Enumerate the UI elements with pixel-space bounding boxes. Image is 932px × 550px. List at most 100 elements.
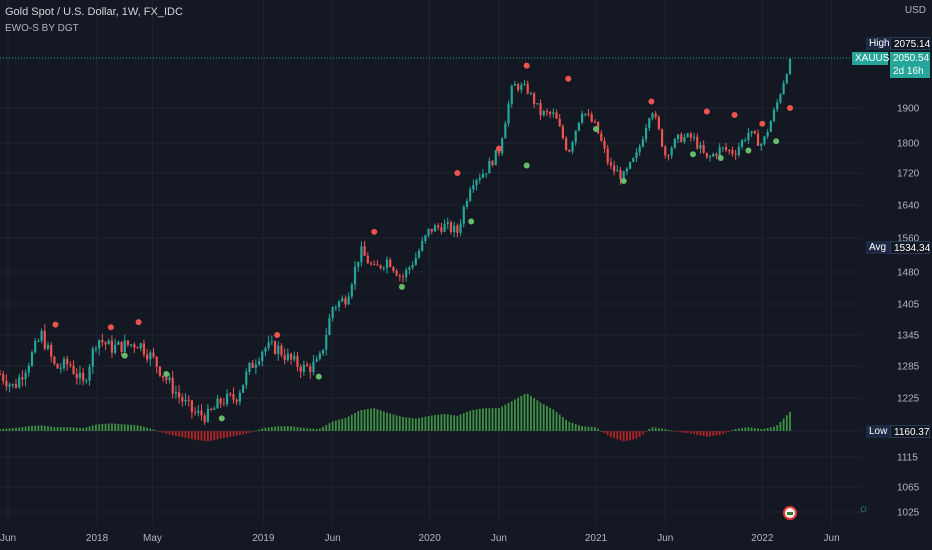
candle [443, 223, 446, 232]
y-tick-label: 1115 [897, 453, 918, 464]
candle [724, 147, 728, 151]
candle [162, 375, 165, 378]
osc-bar [130, 424, 133, 431]
osc-bar [222, 431, 225, 439]
candle [529, 93, 533, 95]
theme-toggle-icon[interactable]: ☼ [858, 501, 869, 515]
candle [769, 121, 772, 133]
candle [165, 377, 168, 381]
osc-bar [446, 414, 449, 431]
osc-bar [101, 423, 104, 431]
osc-bar [366, 409, 369, 431]
osc-bar [673, 431, 676, 432]
osc-bar [603, 431, 606, 434]
axis: 1025 1065 1115 1225 1285 1345 1405 1480 1560 1640… [0, 104, 920, 545]
candle [136, 347, 139, 349]
osc-bar [645, 431, 647, 432]
candle [785, 74, 788, 84]
osc-bar [254, 430, 257, 432]
candle [632, 158, 635, 162]
candle [299, 366, 302, 372]
osc-bar [705, 431, 708, 437]
candle [21, 377, 24, 380]
osc-bar [427, 416, 430, 431]
osc-bar [270, 426, 273, 431]
flag-icon[interactable] [783, 506, 797, 520]
candle [190, 400, 194, 412]
candle [78, 372, 82, 379]
candle [219, 398, 222, 404]
candle [756, 133, 760, 146]
osc-bar [2, 428, 5, 431]
candle [625, 168, 628, 172]
x-tick-label: Jun [657, 533, 673, 544]
osc-bar [162, 431, 165, 433]
candle [417, 250, 421, 258]
candle [568, 150, 571, 152]
candle [561, 126, 565, 138]
osc-bar [235, 431, 238, 436]
candle [146, 354, 149, 360]
osc-bar [354, 413, 356, 431]
candle [721, 147, 724, 149]
osc-bar [459, 414, 462, 431]
osc-bar [677, 431, 679, 432]
candle [5, 380, 8, 387]
candle [510, 85, 513, 104]
candle [209, 408, 213, 410]
candle [718, 147, 721, 156]
osc-bar [478, 408, 481, 431]
candle [641, 139, 644, 147]
osc-bar [34, 425, 37, 431]
candle [216, 398, 219, 409]
buy-signal [315, 373, 322, 380]
osc-bar [357, 411, 360, 431]
candle [382, 267, 385, 269]
osc-bar [578, 425, 580, 431]
candle [513, 84, 517, 86]
candle [750, 131, 753, 133]
candle [213, 408, 216, 410]
osc-bar [472, 409, 475, 431]
y-tick-label: 1345 [897, 331, 920, 342]
candle [40, 331, 43, 341]
osc-bar [424, 416, 427, 431]
candle [98, 340, 101, 349]
candle [318, 353, 321, 359]
osc-bar [597, 428, 599, 431]
sell-signal [787, 105, 793, 111]
osc-bar [159, 431, 161, 432]
osc-bar [475, 409, 478, 431]
candle [670, 147, 673, 156]
candle [715, 153, 718, 156]
candle [744, 140, 747, 142]
candle [152, 352, 155, 357]
candle [139, 343, 142, 349]
candle [30, 352, 34, 366]
currency-unit[interactable]: USD [904, 5, 926, 16]
osc-bar [654, 427, 657, 431]
candle [53, 356, 56, 364]
y-tick-label: 1800 [897, 139, 920, 150]
sell-signal [454, 170, 461, 176]
osc-bar [661, 428, 663, 431]
indicator-label[interactable]: EWO-S BY DGT [5, 23, 79, 34]
osc-bar [120, 424, 123, 431]
candle [708, 156, 712, 158]
osc-bar [261, 428, 264, 431]
x-tick-label: 2020 [419, 533, 442, 544]
osc-bar [542, 404, 545, 431]
avg-label: Avg [866, 241, 890, 254]
osc-bar [21, 426, 24, 431]
x-tick-label: 2019 [252, 533, 275, 544]
candle [91, 348, 94, 367]
osc-bar [306, 428, 308, 431]
osc-bar [766, 428, 769, 431]
x-tick-label: 2018 [86, 533, 109, 544]
osc-bar [590, 426, 593, 431]
osc-bar [334, 420, 337, 431]
candle [229, 393, 232, 395]
candle [644, 128, 648, 140]
candle [465, 200, 469, 207]
